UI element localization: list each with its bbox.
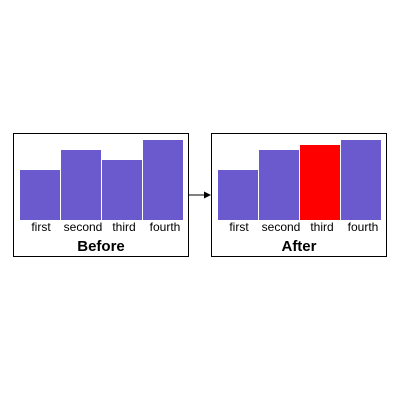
after-bar-fourth: [341, 140, 381, 220]
before-bar-second: [61, 150, 101, 220]
after-bar-third: [300, 145, 340, 220]
before-title: Before: [77, 238, 125, 255]
before-bar-first: [20, 170, 60, 220]
arrow-right-icon: [189, 191, 211, 199]
before-bar-fourth: [143, 140, 183, 220]
before-tick-first: first: [31, 220, 51, 234]
after-panel: first second third fourth After: [211, 133, 387, 257]
after-tick-third: third: [310, 220, 334, 234]
before-panel: first second third fourth Before: [13, 133, 189, 257]
after-bar-first: [218, 170, 258, 220]
after-tick-second: second: [261, 220, 301, 234]
after-tick-first: first: [229, 220, 249, 234]
before-bar-third: [102, 160, 142, 220]
after-title: After: [281, 238, 317, 255]
before-tick-second: second: [63, 220, 103, 234]
after-tick-fourth: fourth: [347, 220, 379, 234]
before-tick-third: third: [112, 220, 136, 234]
before-tick-fourth: fourth: [149, 220, 181, 234]
after-bar-second: [259, 150, 299, 220]
